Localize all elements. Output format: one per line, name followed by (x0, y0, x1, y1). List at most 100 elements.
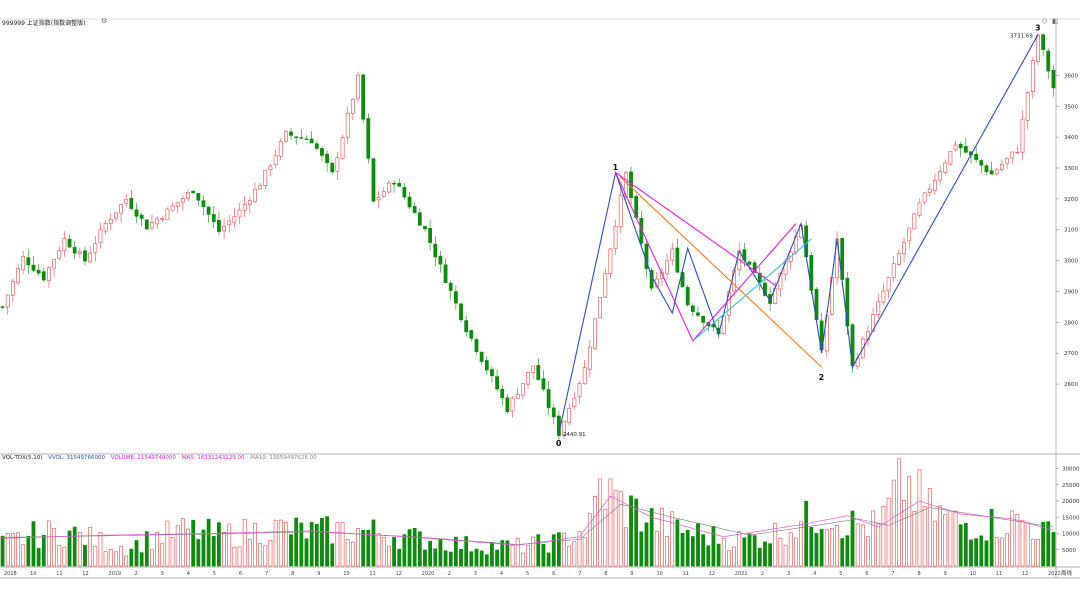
volume-bar (582, 536, 587, 567)
volume-bar (938, 505, 942, 567)
candle-body (77, 251, 82, 254)
volume-bar (1046, 521, 1051, 567)
candle-body (438, 255, 443, 265)
date-tick-label: 11 (56, 571, 62, 577)
candle-body (453, 291, 458, 304)
candle-body (155, 218, 160, 225)
candle-body (1010, 151, 1015, 159)
candle-body (922, 192, 927, 203)
volume-bar (93, 545, 98, 567)
volume-bar (124, 555, 129, 567)
volume-bar (88, 526, 93, 567)
candle-body (907, 227, 912, 242)
candle-body (1051, 69, 1056, 89)
wave-line (558, 34, 1039, 434)
volume-bar (670, 511, 675, 567)
volume-ma5-line (2, 495, 1054, 546)
candle-body (258, 185, 263, 190)
candle-body (531, 365, 536, 373)
volume-bar (448, 551, 453, 567)
candle-body (433, 243, 438, 258)
price-tick-label: 3300 (1064, 166, 1078, 172)
volume-bar (443, 550, 448, 567)
date-tick-label: 7 (265, 571, 268, 577)
volume-bar (747, 533, 752, 567)
candle-body (278, 141, 283, 157)
date-tick-label: 10 (343, 571, 349, 577)
volume-bar (1025, 522, 1030, 567)
volume-bar (433, 548, 438, 567)
price-tick-label: 2900 (1064, 289, 1078, 295)
volume-bar (402, 534, 407, 567)
candle-body (541, 378, 546, 390)
candle-body (943, 162, 948, 173)
candle-body (613, 225, 618, 250)
candle-body (608, 248, 613, 274)
volume-bar (927, 488, 932, 567)
volume-bar (680, 533, 685, 567)
volume-legend-vvol: VVOL: 31549766000 (48, 455, 106, 461)
volume-bar (196, 539, 201, 567)
volume-bar (587, 513, 592, 567)
volume-bar (557, 532, 561, 567)
volume-bar (665, 536, 669, 567)
candle-body (366, 118, 371, 159)
volume-bar (917, 469, 922, 567)
volume-bar (83, 545, 87, 567)
gear-icon[interactable]: ⚙ (101, 17, 108, 25)
volume-bar (335, 522, 340, 567)
candle-body (289, 131, 293, 136)
volume-bar (247, 539, 252, 567)
volume-bar (330, 543, 335, 567)
date-tick-label: 3 (161, 571, 164, 577)
volume-bar (41, 534, 46, 567)
candle-body (963, 146, 968, 153)
volume-bar (16, 532, 20, 567)
candle-body (134, 209, 139, 217)
candle-body (500, 388, 505, 399)
volume-bar (428, 540, 433, 567)
date-tick-label: 7 (891, 571, 894, 577)
volume-bar (788, 532, 793, 567)
volume-bar (299, 522, 304, 567)
volume-bar (206, 518, 211, 567)
index-title: 999999 上证指数(指数调整版) (2, 20, 86, 27)
candle-body (670, 248, 675, 261)
candle-body (1046, 50, 1051, 72)
candle-body (479, 351, 484, 362)
diamond-icon[interactable]: ◇ (1042, 17, 1048, 25)
candle-body (696, 312, 700, 316)
volume-bar (768, 543, 773, 567)
candle-body (160, 218, 165, 220)
candle-body (912, 213, 917, 230)
candle-body (356, 74, 360, 100)
panel-icon[interactable]: ◧ (1052, 17, 1059, 25)
volume-bar (603, 509, 608, 567)
candle-body (891, 263, 896, 279)
volume-bar (598, 478, 603, 567)
price-tick-label: 3500 (1064, 104, 1078, 110)
volume-bar (350, 541, 355, 567)
volume-bar (922, 506, 927, 567)
candle-body (263, 169, 268, 186)
price-tick-label: 3200 (1064, 197, 1078, 203)
candle-body (567, 407, 572, 424)
volume-bar (495, 549, 499, 567)
volume-bar (943, 514, 948, 567)
volume-bar (979, 535, 984, 567)
volume-tick-label: 25000 (1062, 483, 1080, 489)
candle-body (119, 204, 123, 214)
volume-bar (886, 497, 891, 567)
candle-body (505, 397, 510, 412)
volume-bar (464, 536, 469, 567)
volume-bar (577, 531, 582, 567)
volume-bar (309, 522, 314, 567)
candle-body (0, 306, 5, 308)
candle-body (93, 243, 98, 253)
volume-bar (896, 458, 901, 567)
volume-bar (613, 490, 618, 567)
volume-bar (793, 537, 798, 567)
candle-body (917, 202, 922, 216)
price-tick-label: 2600 (1064, 382, 1078, 388)
